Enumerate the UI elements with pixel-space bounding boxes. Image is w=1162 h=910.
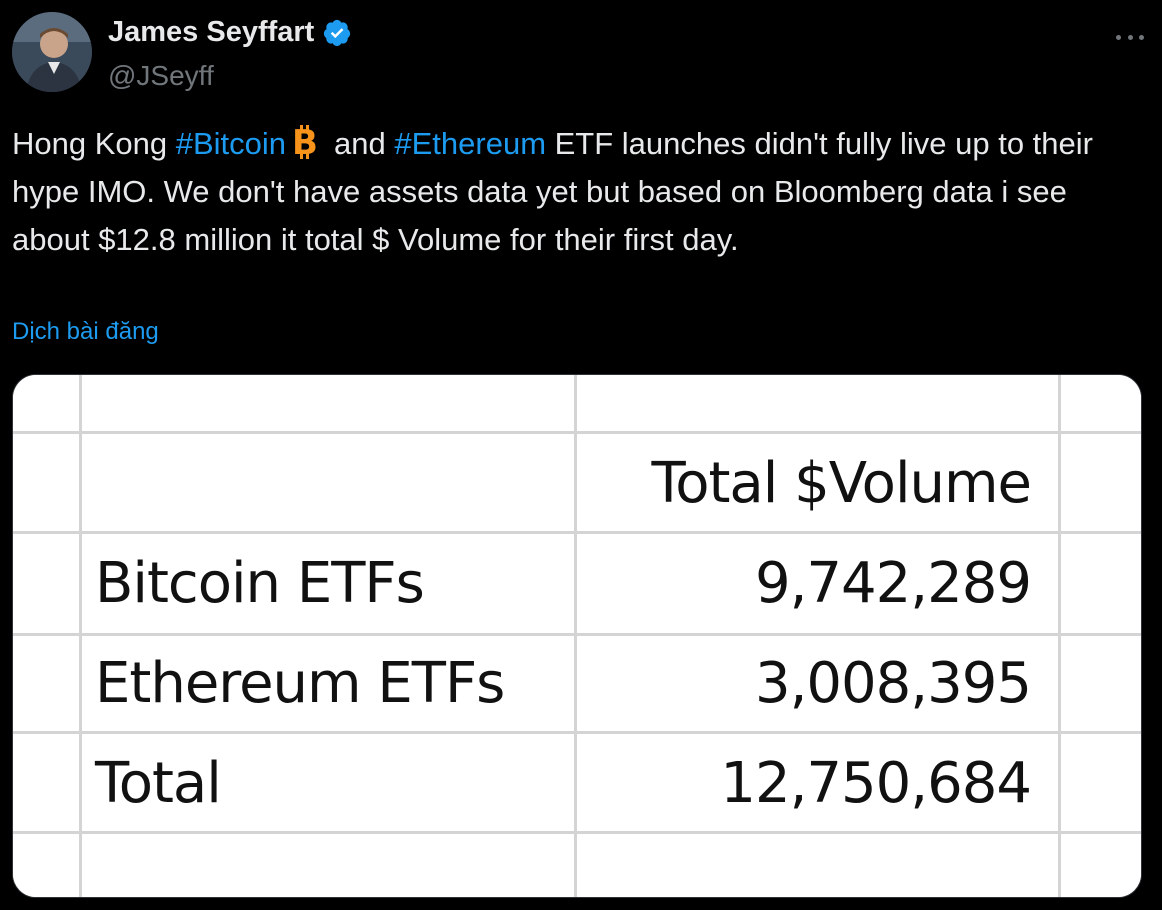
grid-line (574, 375, 577, 897)
tweet-text: Hong Kong #Bitcoin B and #Ethereum ETF l… (12, 120, 1142, 264)
grid-line (13, 531, 1141, 534)
verified-badge-icon (324, 19, 351, 46)
row-label-total: Total (95, 751, 222, 816)
more-options-icon[interactable] (1110, 22, 1150, 52)
handle[interactable]: @JSeyff (108, 60, 214, 91)
tweet-text-segment: ETF launches didn't fully live up to the… (12, 126, 1093, 257)
name-row: James Seyffart (108, 16, 352, 49)
grid-line (1058, 375, 1061, 897)
svg-text:B: B (292, 124, 318, 160)
spreadsheet-image: Total $Volume Bitcoin ETFs 9,742,289 Eth… (13, 375, 1141, 897)
grid-line (13, 431, 1141, 434)
tweet-header: James Seyffart @JSeyff (12, 12, 1150, 92)
row-value-bitcoin: 9,742,289 (754, 551, 1032, 616)
hashtag-bitcoin[interactable]: #Bitcoin (175, 126, 287, 161)
grid-line (13, 731, 1141, 734)
grid-line (13, 831, 1141, 834)
row-label-bitcoin: Bitcoin ETFs (95, 551, 425, 616)
hashtag-ethereum[interactable]: #Ethereum (394, 126, 547, 161)
tweet-text-segment: Hong Kong (12, 126, 176, 161)
table-header-total-volume: Total $Volume (651, 451, 1033, 516)
grid-line (79, 375, 82, 897)
tweet-media-image[interactable]: Total $Volume Bitcoin ETFs 9,742,289 Eth… (12, 374, 1142, 898)
row-label-ethereum: Ethereum ETFs (95, 651, 505, 716)
translate-post-link[interactable]: Dịch bài đăng (12, 318, 159, 345)
bitcoin-emoji-icon: B (292, 124, 318, 160)
grid-line (13, 633, 1141, 636)
display-name[interactable]: James Seyffart (108, 16, 315, 48)
tweet-text-segment: and (334, 126, 395, 161)
avatar[interactable] (12, 12, 92, 92)
row-value-total: 12,750,684 (720, 751, 1032, 816)
row-value-ethereum: 3,008,395 (754, 651, 1032, 716)
